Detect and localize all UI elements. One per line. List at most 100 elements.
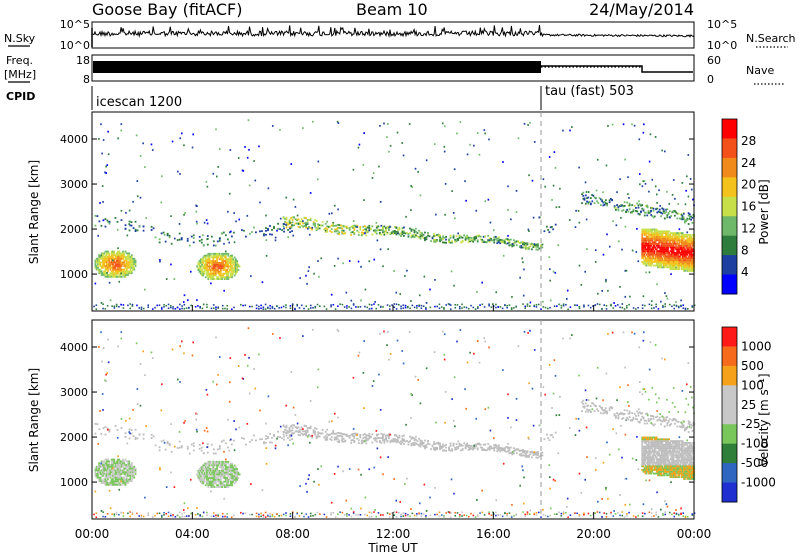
power-cell [372,172,375,174]
power-cell [105,250,108,253]
velocity-cell [409,515,411,518]
velocity-cell [488,448,491,451]
velocity-cell [125,474,128,477]
velocity-cell [277,436,279,438]
power-cell [132,261,134,264]
velocity-cell [285,514,287,517]
power-cell [669,250,672,253]
power-cell [677,246,680,249]
power-cell [122,256,124,258]
power-cell [218,252,221,255]
power-cell [669,261,672,263]
power-cell [204,263,207,266]
power-cell [654,232,657,235]
power-cell [657,237,659,240]
power-cell [683,244,685,247]
velocity-cell [433,447,435,449]
power-cell [112,256,114,258]
power-cell [455,238,458,241]
power-cell [626,201,629,204]
velocity-cell [377,433,380,436]
velocity-cell [485,449,488,452]
power-cell [224,265,227,268]
power-cell [509,238,512,241]
power-cell [217,306,220,309]
power-cell [517,240,520,243]
power-cell [341,224,344,227]
power-cell [646,243,649,245]
velocity-cell [222,462,225,465]
velocity-cell [95,516,98,519]
power-cell [491,239,494,242]
power-cell [668,241,671,244]
power-cell [684,261,686,263]
power-cell [603,304,606,306]
velocity-cell [227,475,230,478]
power-cell [560,304,563,307]
power-cell [113,268,116,271]
velocity-cell [303,424,306,427]
power-cell [667,248,669,251]
power-cell [123,263,126,266]
power-cell [637,204,640,207]
velocity-cell [99,471,102,474]
power-cell [680,218,683,220]
power-cell [660,246,663,249]
power-cell [659,255,661,258]
power-cell [95,308,98,311]
velocity-cell [351,433,354,435]
power-cell [648,261,650,263]
power-cell [104,266,107,269]
power-cell [364,305,366,308]
velocity-cell [300,512,303,515]
power-cell [302,127,304,129]
velocity-cell [214,468,217,470]
velocity-cell [419,441,422,444]
power-cell [271,228,273,231]
power-cell [684,244,686,247]
power-cell [674,253,676,256]
velocity-cell [226,513,229,515]
power-cell [416,307,418,309]
velocity-cell [271,441,273,444]
power-cell [212,252,215,255]
power-cell [206,222,209,225]
power-cell [294,206,297,208]
power-cell [653,241,656,244]
power-cell [112,259,114,262]
velocity-cell [520,453,523,455]
power-cell [452,211,455,214]
power-cell [331,212,333,215]
velocity-cell [112,460,114,463]
power-cell [679,248,682,251]
power-cell [669,232,672,235]
power-cell [610,303,612,306]
power-cell [130,266,133,269]
power-cell [654,243,657,245]
power-cell [218,263,221,266]
velocity-cell [497,449,500,452]
velocity-cell [201,468,203,470]
power-cell [658,255,660,258]
power-cell [686,239,689,242]
velocity-cell [104,469,107,472]
power-cell [289,305,292,307]
velocity-cell [362,437,365,440]
velocity-cell [214,478,217,481]
velocity-cell [288,434,291,437]
power-cell [129,303,131,305]
power-cell [675,264,677,267]
velocity-cell [382,514,384,516]
power-cell [222,254,225,257]
velocity-cell [407,441,410,444]
power-cell [659,257,661,260]
power-colorbar-swatch [722,196,737,217]
power-cell [395,230,398,233]
power-cell [202,256,205,259]
power-cell [690,264,693,267]
power-cell [484,241,487,243]
power-cell [681,234,684,236]
velocity-cell [123,473,126,475]
velocity-cell [147,512,150,514]
power-cell [201,272,203,275]
